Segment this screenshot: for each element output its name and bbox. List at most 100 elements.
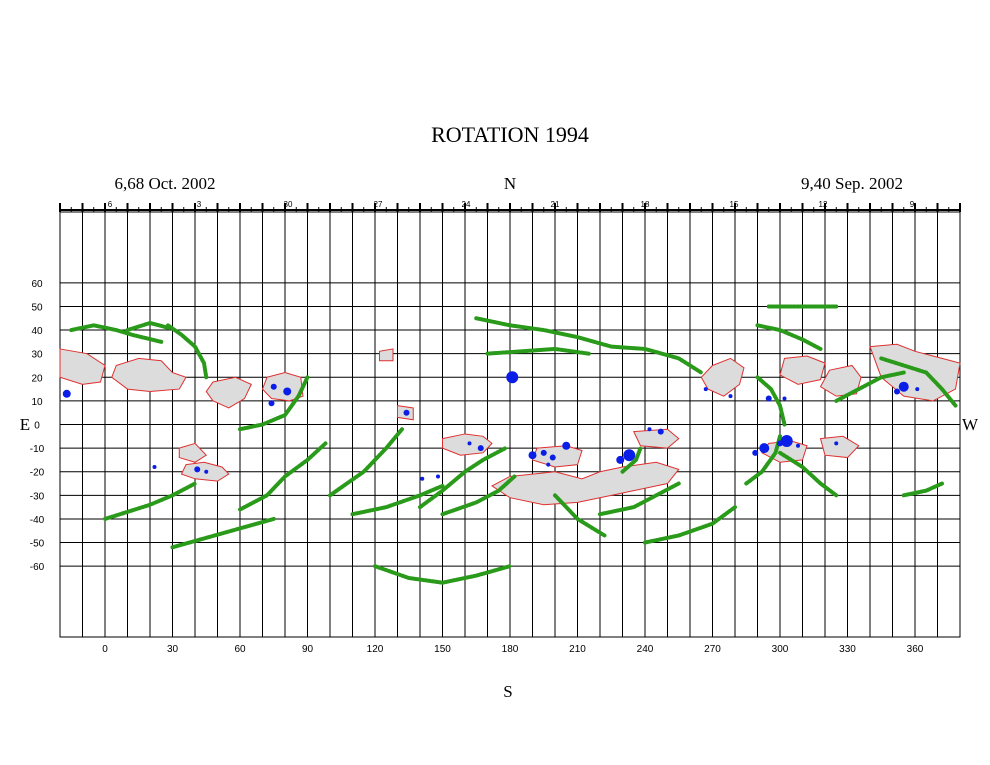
west-label: W: [962, 415, 979, 434]
sunspot: [703, 387, 708, 392]
sunspots: [62, 371, 920, 481]
filament: [103, 481, 197, 521]
y-tick-label: -30: [30, 491, 45, 502]
y-tick-label: -60: [30, 562, 45, 573]
filament: [373, 564, 512, 585]
y-tick-label: 20: [31, 373, 43, 384]
filament: [485, 346, 591, 356]
active-region: [491, 461, 680, 506]
filament: [166, 323, 209, 380]
active-region: [178, 442, 208, 463]
sunspot: [270, 383, 277, 390]
y-tick-label: -10: [30, 444, 45, 455]
sunspot: [728, 394, 733, 399]
sunspot: [647, 427, 652, 432]
y-axis-tick-labels: 60 50 40 30 20 10 0 -10 -20 -30 -40 -50 -60: [30, 279, 45, 573]
filament: [879, 356, 958, 408]
active-regions: [59, 343, 961, 506]
sunspot: [506, 371, 519, 384]
sunspot: [782, 396, 787, 401]
filament: [834, 370, 906, 403]
active-region: [379, 348, 394, 362]
grid-lines: [59, 211, 961, 638]
sunspot: [616, 455, 625, 464]
y-tick-label: -50: [30, 539, 45, 550]
y-tick-label: 30: [31, 350, 43, 361]
top-day-label: 27: [374, 200, 383, 209]
active-region: [819, 364, 862, 397]
sunspot: [765, 395, 772, 402]
sunspot: [546, 462, 551, 467]
sunspot: [436, 474, 440, 479]
x-tick-label: 90: [302, 644, 314, 655]
top-day-label: 6: [108, 200, 113, 209]
y-tick-label: -40: [30, 515, 45, 526]
south-label: S: [503, 682, 512, 701]
top-tick-marks: [59, 203, 961, 212]
top-day-label: 24: [462, 200, 471, 209]
active-region: [442, 433, 493, 456]
sunspot: [194, 466, 201, 473]
x-tick-label: 120: [367, 644, 384, 655]
x-tick-label: 0: [102, 644, 108, 655]
filament: [755, 375, 787, 427]
sunspot: [540, 449, 547, 456]
y-tick-label: 50: [31, 302, 43, 313]
east-label: E: [20, 415, 30, 434]
filament: [755, 323, 823, 351]
filament: [418, 446, 508, 510]
sunspot: [477, 445, 484, 452]
active-region: [819, 435, 860, 459]
top-day-label: 3: [197, 200, 202, 209]
sunspot: [657, 428, 664, 435]
active-region: [700, 357, 745, 397]
sunspot: [62, 389, 71, 398]
filament: [598, 481, 681, 517]
filaments: [69, 304, 958, 585]
sunspot: [894, 388, 900, 395]
filament: [474, 316, 704, 375]
sunspot: [283, 387, 292, 396]
active-region: [59, 348, 106, 385]
filament: [620, 446, 643, 474]
sunspot: [752, 449, 759, 456]
top-day-label: 30: [284, 200, 293, 209]
top-day-label: 15: [730, 200, 739, 209]
filament: [901, 481, 944, 498]
y-tick-label: 40: [31, 326, 43, 337]
filament: [69, 323, 164, 344]
x-tick-label: 30: [167, 644, 179, 655]
filament: [643, 505, 737, 545]
filament: [170, 516, 276, 550]
filament: [125, 320, 170, 333]
filament: [778, 450, 839, 498]
x-tick-label: 60: [234, 644, 246, 655]
x-tick-label: 150: [434, 644, 451, 655]
sunspot: [834, 441, 839, 446]
north-label: N: [504, 174, 516, 193]
sunspot: [420, 476, 425, 481]
sunspot: [759, 443, 770, 454]
filament: [328, 427, 404, 498]
y-tick-label: 0: [34, 421, 40, 432]
active-region: [205, 376, 252, 409]
filament: [553, 493, 607, 538]
x-tick-label: 330: [839, 644, 856, 655]
x-tick-label: 240: [637, 644, 654, 655]
sunspot: [796, 443, 800, 448]
y-tick-label: -20: [30, 468, 45, 479]
filament: [238, 375, 310, 432]
sunspot: [403, 409, 410, 416]
y-tick-label: 10: [31, 397, 43, 408]
active-region: [632, 428, 680, 449]
top-day-label: 9: [910, 200, 915, 209]
sunspot: [152, 465, 157, 469]
sunspot: [777, 440, 783, 447]
x-tick-label: 300: [772, 644, 789, 655]
sunspot: [780, 435, 793, 448]
y-tick-label: 60: [31, 279, 43, 290]
date-right-label: 9,40 Sep. 2002: [801, 174, 903, 193]
top-day-labels: 6 3 30 27 24 21 18 15 12 9: [108, 200, 915, 209]
x-axis-tick-labels: 0 30 60 90 120 150 180 210 240 270 300 330 360: [102, 644, 924, 655]
